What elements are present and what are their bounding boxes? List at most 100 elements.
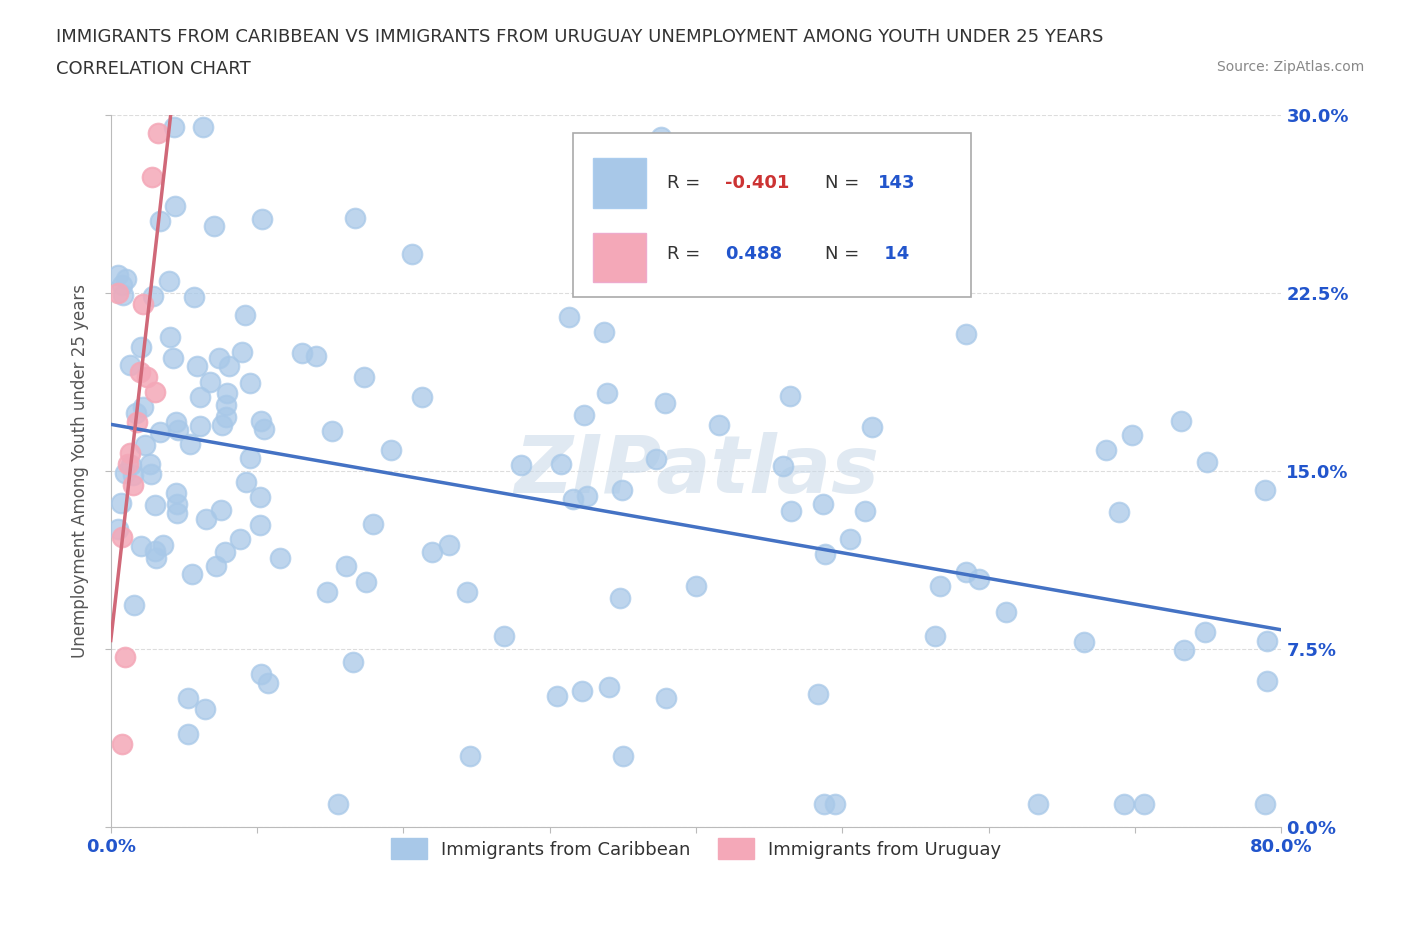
Point [550, 457, 572, 472]
Point [1108, 504, 1130, 519]
Point [640, 240, 662, 255]
Point [685, 579, 707, 594]
Point [146, 126, 169, 140]
Point [121, 478, 143, 493]
Point [546, 688, 568, 703]
Point [250, 211, 273, 226]
Point [650, 129, 672, 144]
Point [231, 345, 253, 360]
Point [593, 325, 616, 339]
Point [353, 369, 375, 384]
Legend: Immigrants from Caribbean, Immigrants from Uruguay: Immigrants from Caribbean, Immigrants fr… [382, 830, 1011, 869]
Text: N =: N = [825, 245, 859, 263]
Point [967, 571, 990, 586]
Point [1256, 673, 1278, 688]
Text: 14: 14 [877, 245, 908, 263]
Point [492, 629, 515, 644]
Point [654, 691, 676, 706]
Point [129, 538, 152, 553]
Point [120, 357, 142, 372]
Point [107, 286, 129, 300]
Point [779, 388, 801, 403]
Point [166, 505, 188, 520]
Text: IMMIGRANTS FROM CARIBBEAN VS IMMIGRANTS FROM URUGUAY UNEMPLOYMENT AMONG YOUTH UN: IMMIGRANTS FROM CARIBBEAN VS IMMIGRANTS … [56, 28, 1104, 46]
Point [572, 407, 595, 422]
Point [328, 796, 350, 811]
Point [124, 597, 146, 612]
Point [571, 684, 593, 698]
Point [188, 390, 211, 405]
Text: 0.488: 0.488 [725, 245, 783, 263]
Point [250, 667, 273, 682]
Point [118, 445, 141, 460]
Bar [593, 158, 645, 207]
Point [191, 119, 214, 134]
Point [609, 591, 631, 605]
Point [145, 551, 167, 565]
Point [824, 796, 846, 811]
Point [142, 288, 165, 303]
Point [1073, 635, 1095, 650]
Point [654, 396, 676, 411]
Point [924, 629, 946, 644]
Point [558, 310, 581, 325]
Point [807, 686, 830, 701]
Point [183, 290, 205, 305]
Point [1026, 796, 1049, 811]
Point [249, 490, 271, 505]
Point [129, 365, 152, 379]
Point [250, 414, 273, 429]
Point [321, 424, 343, 439]
Point [141, 467, 163, 482]
Point [929, 578, 952, 593]
Text: CORRELATION CHART: CORRELATION CHART [56, 60, 252, 78]
Text: 143: 143 [877, 174, 915, 192]
Point [107, 268, 129, 283]
Point [111, 737, 134, 751]
Point [253, 421, 276, 436]
Point [200, 375, 222, 390]
Point [205, 558, 228, 573]
Point [239, 375, 262, 390]
Point [218, 359, 240, 374]
Bar [593, 232, 645, 283]
Point [163, 119, 186, 134]
Point [343, 211, 366, 226]
Point [772, 459, 794, 474]
Point [214, 545, 236, 560]
Text: Source: ZipAtlas.com: Source: ZipAtlas.com [1216, 60, 1364, 74]
Point [177, 691, 200, 706]
Point [862, 419, 884, 434]
Point [575, 488, 598, 503]
Point [165, 198, 187, 213]
Point [1133, 796, 1156, 811]
Point [111, 278, 134, 293]
Point [194, 701, 217, 716]
Point [202, 219, 225, 233]
Point [149, 424, 172, 439]
Point [110, 496, 132, 511]
Point [256, 675, 278, 690]
Point [814, 547, 837, 562]
Point [610, 483, 633, 498]
Point [114, 272, 136, 286]
Point [1114, 796, 1136, 811]
Point [139, 457, 162, 472]
Point [132, 400, 155, 415]
Point [134, 437, 156, 452]
Point [179, 436, 201, 451]
Text: R =: R = [666, 174, 700, 192]
Point [209, 503, 232, 518]
Point [217, 386, 239, 401]
Point [186, 358, 208, 373]
Point [181, 566, 204, 581]
Point [235, 474, 257, 489]
Point [132, 297, 155, 312]
Point [1253, 483, 1275, 498]
Point [120, 458, 142, 472]
Text: -0.401: -0.401 [725, 174, 790, 192]
Point [269, 551, 291, 565]
Y-axis label: Unemployment Among Youth under 25 years: Unemployment Among Youth under 25 years [72, 285, 89, 658]
Point [111, 529, 134, 544]
Point [1197, 455, 1219, 470]
